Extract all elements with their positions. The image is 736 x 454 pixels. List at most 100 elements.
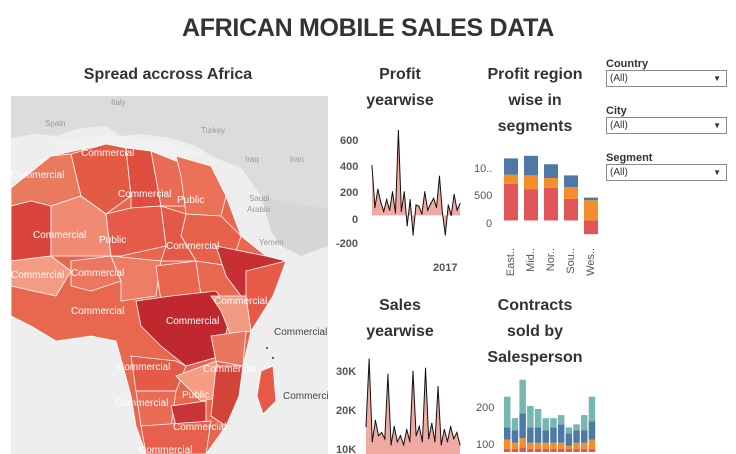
profit-series-line — [371, 130, 461, 236]
map-label-commercial-1: Commercial — [81, 148, 134, 159]
sales-point — [434, 441, 436, 443]
contracts-bar-segment — [557, 442, 565, 449]
profit-y-tick: 600 — [340, 135, 358, 147]
profit-title-line1: Profit — [379, 66, 421, 83]
profit-point — [394, 212, 397, 214]
region-x-tick: Mid.. — [525, 248, 537, 272]
sales-chart-title: Sales yearwise — [340, 293, 460, 345]
sales-point — [446, 441, 449, 443]
profit-title-line2: yearwise — [366, 92, 434, 109]
contracts-bar-segment — [573, 448, 580, 452]
city-dropdown-value: (All) — [610, 120, 628, 131]
profit-point — [386, 199, 388, 201]
map-label-commercial-8: Commercial — [214, 296, 267, 307]
region-bar-segment — [524, 175, 538, 190]
geo-label-iraq: Iraq — [245, 155, 259, 164]
contracts-title: Contracts sold by Salesperson — [470, 293, 600, 371]
map-label-commercial-13: Commercial — [203, 364, 256, 375]
country-dropdown-value: (All) — [610, 73, 628, 84]
country-dropdown[interactable]: (All) ▼ — [606, 70, 727, 87]
geo-label-spain: Spain — [45, 119, 65, 128]
map-label-commercial-7: Commercial — [71, 268, 124, 279]
profit-point — [412, 234, 414, 236]
sales-y-tick: 30K — [336, 366, 356, 378]
profit-y-tick: 0 — [352, 214, 358, 226]
region-bar-segment — [564, 198, 578, 221]
contracts-bar-segment — [581, 430, 588, 443]
country-guinea — [11, 255, 72, 297]
region-bar-segment — [564, 175, 578, 188]
profit-y-tick: 400 — [340, 161, 358, 173]
contracts-bar-segment — [565, 427, 573, 434]
map-label-commercial-6: Commercial — [11, 270, 64, 281]
region-bar-segment — [524, 155, 538, 176]
contracts-bar-segment — [542, 430, 549, 443]
region-y-tick: 10.. — [474, 163, 492, 175]
geo-label-saudi: Saudi — [249, 194, 270, 203]
contracts-title-line2: sold by — [506, 323, 563, 340]
map-label-commercial-10: Commercial — [166, 316, 219, 327]
region-bars — [504, 155, 598, 235]
contracts-bars — [504, 379, 596, 452]
profit-point — [441, 212, 443, 214]
contracts-bar-segment — [573, 442, 580, 449]
contracts-title-line3: Salesperson — [487, 349, 583, 366]
country-mozambique — [210, 365, 244, 427]
contracts-bar-segment — [565, 433, 573, 446]
contracts-bar-segment — [527, 405, 534, 428]
contracts-bar-segment — [588, 448, 596, 452]
sales-point — [374, 419, 376, 421]
sales-title-line1: Sales — [379, 297, 421, 314]
contracts-chart[interactable]: 200 100 — [470, 374, 600, 454]
profit-point — [406, 225, 408, 227]
contracts-bar-segment — [511, 430, 519, 443]
contracts-bar-segment — [588, 396, 596, 422]
profit-plot-area — [371, 129, 461, 236]
sales-title-line2: yearwise — [366, 323, 434, 340]
region-x-tick: East.. — [505, 248, 517, 276]
region-x-labels: East.. Mid.. Nor.. Sou.. Wes.. — [505, 248, 597, 276]
contracts-bar-segment — [504, 439, 511, 449]
contracts-bar-segment — [573, 424, 580, 431]
sales-point — [377, 435, 380, 437]
contracts-bar-segment — [588, 421, 596, 440]
region-bar-segment — [544, 164, 558, 178]
region-x-tick: Wes.. — [585, 248, 597, 276]
map-label-public-1: Public — [177, 195, 204, 206]
island-marker — [272, 357, 274, 359]
profit-area-fill — [372, 130, 460, 235]
contracts-bar-segment — [557, 424, 565, 443]
sales-point — [443, 428, 445, 431]
country-nigeria — [110, 255, 162, 302]
map-label-commercial-2: Commercial — [11, 170, 64, 181]
africa-map[interactable]: Italy Spain Turkey Iraq Iran Saudi Arabi… — [11, 96, 328, 454]
country-filter-label: Country — [606, 58, 649, 70]
contracts-bar-segment — [504, 427, 511, 440]
map-label-commercial-17: Commercial — [139, 445, 192, 454]
sales-area-fill — [366, 359, 460, 454]
profit-yearwise-chart[interactable]: 600 400 200 0 -200 2017 — [330, 118, 470, 278]
country-burkina — [70, 255, 122, 292]
city-dropdown[interactable]: (All) ▼ — [606, 117, 727, 134]
sales-point — [431, 422, 433, 424]
map-label-public-2: Public — [99, 235, 126, 246]
profit-region-title-line1: Profit region — [487, 66, 583, 83]
sales-point — [409, 441, 411, 443]
contracts-bar-segment — [527, 442, 534, 449]
sales-yearwise-chart[interactable]: 30K 20K 10K — [330, 350, 470, 454]
region-bar-segment — [564, 187, 578, 199]
profit-region-chart[interactable]: 10.. 500 0 East.. Mid.. Nor.. Sou.. Wes.. — [470, 140, 600, 280]
contracts-bar-segment — [519, 413, 526, 439]
profit-point — [383, 210, 385, 213]
segment-dropdown[interactable]: (All) ▼ — [606, 164, 727, 181]
country-south-africa — [140, 420, 212, 454]
sales-point — [418, 425, 420, 428]
region-bar-segment — [524, 189, 538, 221]
sales-point — [384, 438, 386, 440]
sales-point — [421, 441, 423, 443]
contracts-bar-segment — [542, 448, 549, 452]
region-bar-segment — [544, 187, 558, 221]
sales-point — [371, 441, 373, 443]
sales-point — [403, 444, 405, 446]
profit-point — [438, 175, 441, 177]
